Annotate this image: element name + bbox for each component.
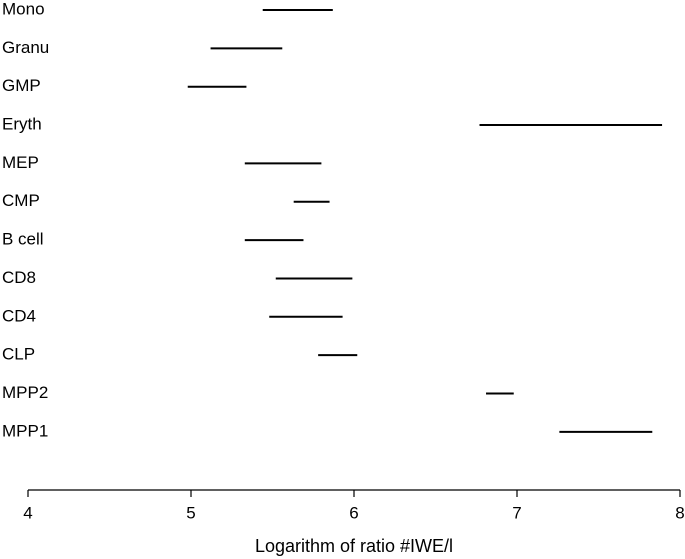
x-tick-label: 5 xyxy=(186,503,195,522)
x-tick-label: 7 xyxy=(512,503,521,522)
x-tick-label: 4 xyxy=(23,503,32,522)
category-label: MPP2 xyxy=(2,383,48,402)
x-axis-label: Logarithm of ratio #IWE/l xyxy=(255,536,453,556)
category-label: MEP xyxy=(2,153,39,172)
category-label: GMP xyxy=(2,76,41,95)
category-label: CMP xyxy=(2,191,40,210)
category-label: CD8 xyxy=(2,268,36,287)
category-label: Eryth xyxy=(2,115,42,134)
category-label: Mono xyxy=(2,0,45,18)
category-label: Granu xyxy=(2,38,49,57)
x-tick-label: 8 xyxy=(675,503,684,522)
category-label: B cell xyxy=(2,230,44,249)
category-label: CLP xyxy=(2,345,35,364)
category-label: MPP1 xyxy=(2,421,48,440)
category-label: CD4 xyxy=(2,306,36,325)
x-tick-label: 6 xyxy=(349,503,358,522)
